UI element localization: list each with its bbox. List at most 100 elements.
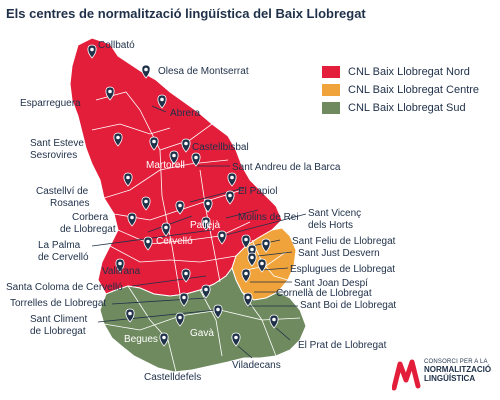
label-sant-climent-1: Sant Climent: [30, 314, 87, 325]
label-collbato: Collbató: [98, 40, 135, 51]
location-pin-icon: [115, 258, 125, 273]
label-la-palma-2: de Cervelló: [38, 252, 89, 263]
location-pin-icon: [181, 268, 191, 283]
location-pin-dot: [90, 47, 94, 52]
label-sant-esteve-1: Sant Esteve: [30, 138, 84, 149]
location-pin-dot: [178, 203, 182, 208]
location-pin-icon: [203, 198, 213, 213]
logo-mark-icon: [392, 359, 421, 391]
location-pin-dot: [204, 219, 208, 224]
location-pin-dot: [152, 139, 156, 144]
location-pin-icon: [201, 284, 211, 299]
location-pin-dot: [108, 89, 112, 94]
legend-label-nord: CNL Baix Llobregat Nord: [348, 66, 470, 78]
location-pin-icon: [87, 44, 97, 59]
location-pin-dot: [204, 287, 208, 292]
label-sant-boi: Sant Boi de Llobregat: [300, 300, 396, 311]
label-begues: Begues: [124, 334, 158, 345]
location-pin-icon: [261, 238, 271, 253]
label-sant-esteve-2: Sesrovires: [30, 150, 77, 161]
label-torrelles: Torrelles de Llobregat: [10, 298, 106, 309]
label-santa-coloma: Santa Coloma de Cervelló: [6, 282, 123, 293]
legend-swatch-centre: [322, 84, 340, 96]
legend-item-centre: CNL Baix Llobregat Centre: [322, 82, 479, 98]
location-pin-icon: [159, 332, 169, 347]
legend-item-nord: CNL Baix Llobregat Nord: [322, 64, 479, 80]
location-pin-dot: [184, 271, 188, 276]
location-pin-icon: [247, 252, 257, 267]
location-pin-dot: [144, 67, 148, 72]
location-pin-icon: [179, 292, 189, 307]
location-pin-dot: [162, 335, 166, 340]
label-castellvi-1: Castellví de: [36, 186, 89, 197]
label-corbera-2: de Llobregat: [60, 224, 116, 235]
location-pin-icon: [257, 258, 267, 273]
location-pin-icon: [243, 292, 253, 307]
location-pin-dot: [216, 307, 220, 312]
location-pin-dot: [228, 193, 232, 198]
location-pin-icon: [141, 64, 151, 79]
label-sant-vicenc-2: dels Horts: [308, 220, 353, 231]
location-pin-icon: [201, 216, 211, 231]
location-pin-icon: [213, 304, 223, 319]
pin-layer: [87, 44, 279, 347]
legend-item-sud: CNL Baix Llobregat Sud: [322, 100, 479, 116]
label-el-prat: El Prat de Llobregat: [298, 340, 387, 351]
legend: CNL Baix Llobregat Nord CNL Baix Llobreg…: [322, 64, 479, 118]
location-pin-icon: [169, 150, 179, 165]
location-pin-icon: [241, 234, 251, 249]
label-viladecans: Viladecans: [232, 360, 281, 371]
location-pin-icon: [191, 152, 201, 167]
location-pin-icon: [175, 312, 185, 327]
label-la-palma-1: La Palma: [38, 240, 81, 251]
logo-line-3: LINGÜÍSTICA: [424, 374, 476, 383]
location-pin-icon: [113, 132, 123, 147]
location-pin-icon: [125, 308, 135, 323]
location-pin-dot: [250, 255, 254, 260]
location-pin-dot: [126, 175, 130, 180]
location-pin-icon: [127, 212, 137, 227]
location-pin-dot: [182, 295, 186, 300]
location-pin-icon: [217, 230, 227, 245]
location-pin-icon: [157, 94, 167, 109]
location-pin-icon: [175, 200, 185, 215]
legend-swatch-nord: [322, 66, 340, 78]
label-sant-climent-2: de Llobregat: [30, 326, 86, 337]
location-pin-icon: [269, 314, 279, 329]
logo-line-2: NORMALITZACIÓ: [424, 365, 492, 374]
label-castelldefels: Castelldefels: [144, 372, 201, 383]
label-esplugues: Esplugues de Llobregat: [290, 264, 395, 275]
location-pin-dot: [130, 215, 134, 220]
label-cervello: Cervelló: [156, 236, 193, 247]
location-pin-dot: [206, 201, 210, 206]
label-molins: Molins de Rei: [238, 212, 299, 223]
location-pin-dot: [116, 135, 120, 140]
location-pin-dot: [220, 233, 224, 238]
location-pin-dot: [146, 239, 150, 244]
location-pin-dot: [128, 311, 132, 316]
location-pin-dot: [164, 225, 168, 230]
location-pin-dot: [160, 97, 164, 102]
location-pin-icon: [105, 86, 115, 101]
label-esparreguera: Esparreguera: [20, 98, 81, 109]
location-pin-icon: [241, 268, 251, 283]
label-cornella: Cornellà de Llobregat: [276, 288, 372, 299]
location-pin-dot: [264, 241, 268, 246]
legend-label-centre: CNL Baix Llobregat Centre: [348, 84, 480, 96]
location-pin-icon: [149, 136, 159, 151]
location-pin-dot: [230, 175, 234, 180]
legend-label-sud: CNL Baix Llobregat Sud: [348, 102, 466, 114]
label-sant-vicenc-1: Sant Vicenç: [308, 208, 361, 219]
logo-line-1: CONSORCI PER A LA: [424, 359, 488, 365]
label-sant-feliu: Sant Feliu de Llobregat: [292, 236, 396, 247]
location-pin-dot: [178, 315, 182, 320]
location-pin-dot: [260, 261, 264, 266]
location-pin-dot: [272, 317, 276, 322]
location-pin-dot: [246, 295, 250, 300]
location-pin-dot: [194, 155, 198, 160]
label-vallirana: Vallirana: [102, 266, 141, 277]
location-pin-icon: [227, 172, 237, 187]
label-castellbisbal: Castellbisbal: [192, 142, 249, 153]
